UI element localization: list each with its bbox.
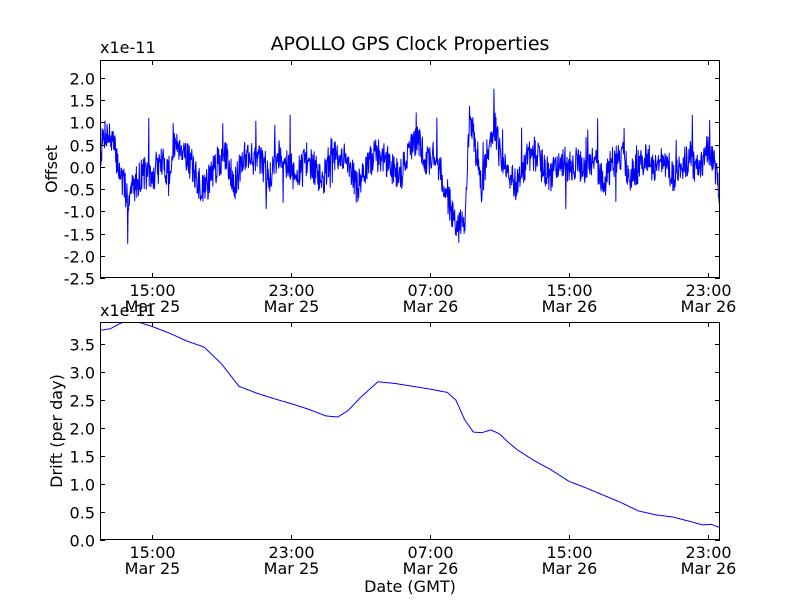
drift-ytick-label: 0.5 [70, 504, 95, 523]
offset-xtick-date-label: Mar 25 [125, 297, 181, 316]
offset-ytick-label: 0.0 [70, 159, 95, 178]
drift-ytick-label: 3.0 [70, 364, 95, 383]
drift-xtick-time-label: 15:00 [129, 543, 175, 562]
drift-y-axis-label: Drift (per day) [47, 374, 66, 488]
offset-y-axis-label: Offset [42, 145, 61, 193]
drift-xtick-date-label: Mar 26 [403, 559, 459, 578]
offset-xtick-date-label: Mar 25 [264, 297, 320, 316]
offset-plot-frame [100, 60, 720, 278]
drift-series-layer [100, 322, 720, 529]
offset-xtick-time-label: 15:00 [546, 281, 592, 300]
offset-ytick-label: 0.5 [70, 137, 95, 156]
offset-series-line [100, 88, 720, 244]
drift-plot-frame [100, 322, 720, 540]
offset-ytick-label: 2.0 [70, 70, 95, 89]
drift-xtick-time-label: 15:00 [546, 543, 592, 562]
drift-ytick-label: 3.5 [70, 336, 95, 355]
offset-axes: -2.5 -2.0 -1.5 -1.0 -0.5 0.0 0.5 1.0 1.5 2.0 15:00… [64, 60, 737, 316]
drift-xtick-time-label: 07:00 [407, 543, 453, 562]
offset-xtick-time-label: 23:00 [685, 281, 731, 300]
offset-panel: APOLLO GPS Clock Properties x1e-11 Offse… [42, 33, 736, 316]
offset-ytick-label: 1.5 [70, 92, 95, 111]
drift-ytick-label: 0.0 [70, 532, 95, 551]
drift-panel: x1e-11 Drift (per day) Date (GMT) 0.0 0.5… [47, 301, 736, 596]
drift-series-line [100, 322, 720, 529]
offset-xtick-time-label: 07:00 [407, 281, 453, 300]
drift-xtick-date-label: Mar 26 [542, 559, 598, 578]
x-axis-label: Date (GMT) [364, 577, 456, 596]
offset-ytick-label: -1.0 [64, 203, 95, 222]
offset-ytick-label: -2.0 [64, 248, 95, 267]
offset-series-layer [100, 88, 720, 244]
offset-ytick-label: -0.5 [64, 181, 95, 200]
offset-xtick-date-label: Mar 26 [681, 297, 737, 316]
offset-xtick-date-label: Mar 26 [403, 297, 459, 316]
drift-ytick-label: 1.5 [70, 448, 95, 467]
offset-xtick-date-label: Mar 26 [542, 297, 598, 316]
offset-ytick-label: -2.5 [64, 270, 95, 289]
chart-title: APOLLO GPS Clock Properties [271, 33, 550, 55]
drift-ytick-label: 2.5 [70, 392, 95, 411]
drift-ytick-label: 2.0 [70, 420, 95, 439]
drift-xtick-time-label: 23:00 [685, 543, 731, 562]
offset-scale-label: x1e-11 [100, 38, 156, 57]
offset-ytick-label: 1.0 [70, 114, 95, 133]
drift-ytick-label: 1.0 [70, 476, 95, 495]
drift-scale-label: x1e-11 [100, 301, 156, 320]
drift-xtick-date-label: Mar 26 [681, 559, 737, 578]
offset-ytick-label: -1.5 [64, 226, 95, 245]
offset-xtick-time-label: 15:00 [129, 281, 175, 300]
offset-xtick-time-label: 23:00 [268, 281, 314, 300]
drift-xtick-date-label: Mar 25 [125, 559, 181, 578]
drift-xtick-time-label: 23:00 [268, 543, 314, 562]
drift-xtick-date-label: Mar 25 [264, 559, 320, 578]
